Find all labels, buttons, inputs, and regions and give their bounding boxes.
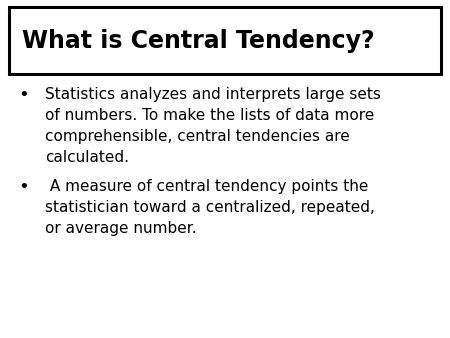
Text: What is Central Tendency?: What is Central Tendency?	[22, 28, 375, 53]
Text: of numbers. To make the lists of data more: of numbers. To make the lists of data mo…	[45, 108, 374, 123]
FancyBboxPatch shape	[9, 7, 441, 74]
Text: Statistics analyzes and interprets large sets: Statistics analyzes and interprets large…	[45, 87, 381, 102]
Text: calculated.: calculated.	[45, 150, 129, 165]
Text: or average number.: or average number.	[45, 221, 197, 236]
Text: •: •	[18, 178, 29, 196]
Text: •: •	[18, 86, 29, 104]
Text: A measure of central tendency points the: A measure of central tendency points the	[45, 179, 369, 194]
Text: comprehensible, central tendencies are: comprehensible, central tendencies are	[45, 129, 350, 144]
Text: statistician toward a centralized, repeated,: statistician toward a centralized, repea…	[45, 200, 375, 215]
